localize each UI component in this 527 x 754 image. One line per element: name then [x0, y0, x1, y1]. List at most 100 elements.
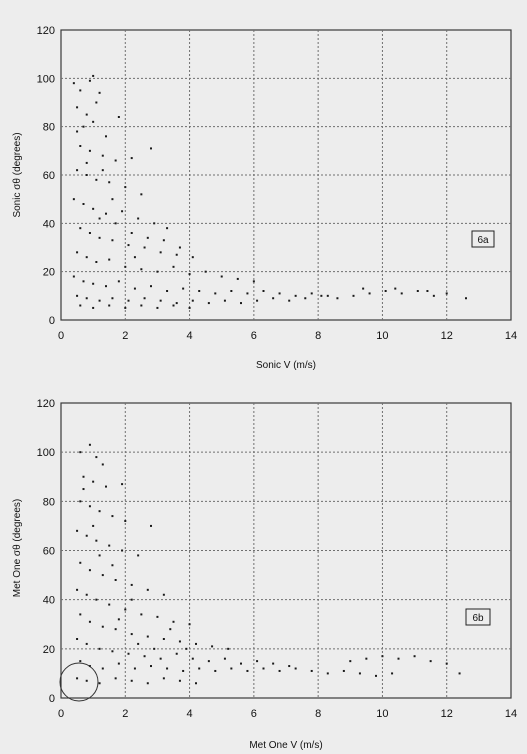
scatter-point	[88, 620, 91, 623]
scatter-point	[156, 306, 159, 309]
scatter-point	[85, 256, 88, 259]
scatter-point	[79, 561, 82, 564]
scatter-point	[79, 145, 82, 147]
highlight-circle	[59, 662, 99, 702]
scatter-point	[92, 207, 95, 210]
scatter-point	[381, 655, 384, 658]
scatter-point	[117, 116, 120, 118]
scatter-point	[195, 642, 197, 645]
scatter-point	[198, 667, 201, 670]
scatter-point	[178, 640, 181, 643]
scatter-point	[172, 265, 175, 268]
scatter-point	[426, 290, 429, 292]
scatter-point	[124, 608, 127, 611]
scatter-point	[191, 256, 194, 259]
scatter-point	[114, 628, 117, 631]
scatter-point	[85, 642, 88, 645]
scatter-point	[101, 625, 104, 628]
scatter-point	[458, 672, 461, 675]
scatter-point	[98, 91, 101, 94]
y-tick-label: 0	[49, 693, 55, 705]
scatter-point	[166, 227, 169, 230]
y-tick-label: 60	[43, 170, 55, 182]
y-tick-label: 20	[43, 267, 55, 279]
scatter-point	[76, 106, 79, 109]
x-tick-labels: 0 2 4 6 8 10 12 14	[58, 330, 517, 342]
scatter-point	[310, 669, 313, 672]
x-tick-label: 6	[251, 330, 257, 342]
scatter-point	[352, 294, 355, 297]
scatter-point	[85, 297, 88, 300]
y-tick-label: 40	[43, 218, 55, 230]
scatter-point	[79, 613, 82, 616]
scatter-point	[85, 679, 88, 682]
scatter-point	[156, 270, 159, 273]
scatter-point	[310, 292, 313, 295]
scatter-point	[143, 655, 146, 658]
scatter-point	[162, 677, 165, 680]
scatter-point	[88, 232, 91, 234]
scatter-point	[178, 246, 181, 249]
scatter-point	[368, 292, 371, 295]
scatter-point	[98, 510, 101, 513]
x-axis-title: Met One V (m/s)	[249, 740, 322, 751]
scatter-point	[108, 603, 111, 606]
scatter-point	[124, 265, 127, 268]
scatter-point	[172, 304, 175, 307]
scatter-point	[262, 290, 265, 292]
scatter-point	[76, 169, 79, 172]
scatter-point	[92, 524, 95, 527]
scatter-point	[220, 275, 223, 278]
scatter-point	[117, 662, 120, 665]
scatter-point	[95, 261, 98, 263]
scatter-point	[88, 569, 91, 572]
scatter-point	[256, 660, 259, 663]
scatter-point	[85, 534, 88, 537]
scatter-point	[92, 480, 95, 483]
x-tick-label: 10	[376, 708, 388, 720]
scatter-point	[85, 161, 88, 164]
scatter-point	[182, 287, 185, 290]
scatter-point	[146, 236, 149, 239]
scatter-point	[72, 198, 75, 201]
x-tick-labels: 0 2 4 6 8 10 12 14	[58, 708, 517, 720]
scatter-point	[130, 679, 133, 682]
scatter-point	[72, 82, 75, 85]
scatter-point	[304, 297, 307, 300]
scatter-point	[429, 660, 432, 663]
scatter-point	[272, 662, 275, 665]
scatter-point	[146, 682, 149, 685]
scatter-point	[188, 306, 191, 309]
panel-label: 6b	[472, 613, 484, 624]
scatter-point	[204, 270, 207, 273]
scatter-point	[98, 554, 101, 557]
scatter-point	[76, 251, 79, 254]
y-tick-label: 60	[43, 546, 55, 558]
scatter-point	[240, 662, 242, 665]
scatter-point	[124, 186, 127, 189]
scatter-point	[72, 275, 75, 278]
scatter-point	[108, 181, 111, 184]
scatter-point	[82, 203, 85, 205]
scatter-point	[130, 583, 133, 586]
scatter-point	[195, 682, 197, 685]
scatter-point	[114, 159, 117, 162]
scatter-point	[95, 101, 98, 104]
panel-label: 6a	[477, 235, 489, 246]
data-points	[76, 443, 461, 685]
scatter-point	[121, 549, 124, 552]
x-tick-label: 0	[58, 708, 64, 720]
scatter-point	[85, 174, 88, 176]
scatter-point	[445, 662, 448, 665]
scatter-point	[223, 299, 226, 302]
scatter-point	[416, 290, 419, 292]
scatter-point	[166, 667, 169, 670]
scatter-point	[140, 304, 143, 307]
scatter-point	[159, 657, 162, 660]
x-tick-label: 12	[441, 330, 453, 342]
scatter-point	[349, 660, 352, 663]
y-tick-label: 0	[49, 315, 55, 327]
scatter-point	[150, 524, 152, 527]
scatter-point	[82, 488, 85, 491]
x-axis-title: Sonic V (m/s)	[256, 360, 316, 371]
